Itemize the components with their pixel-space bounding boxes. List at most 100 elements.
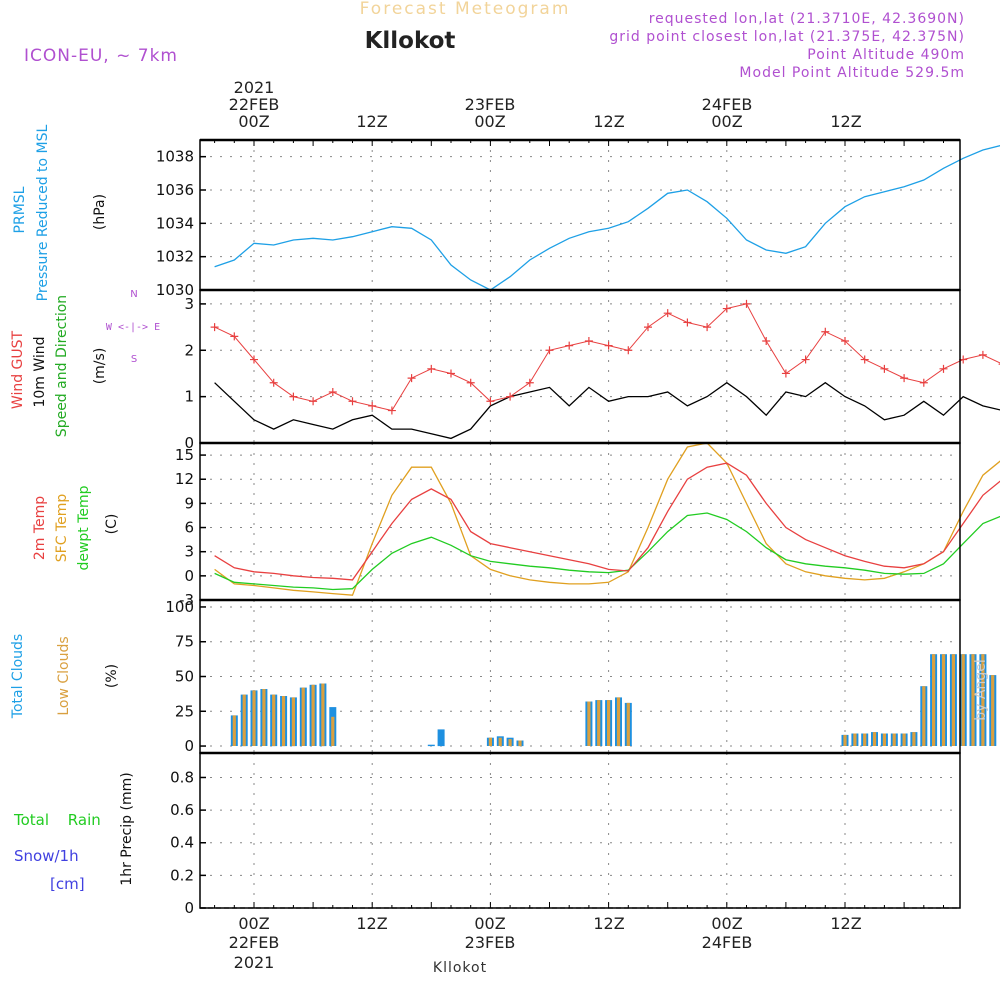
dewpt-series xyxy=(214,512,1000,591)
gust-marker xyxy=(545,346,554,355)
axes-layer: 103010321034103610380123-303691215025507… xyxy=(156,140,960,917)
gust-marker xyxy=(880,364,889,373)
gust-marker xyxy=(801,355,810,364)
gust-marker xyxy=(919,378,928,387)
precip-unit-label: 1hr Precip (mm) xyxy=(119,772,135,885)
bottom-hour-0: 00Z xyxy=(238,914,269,933)
snow-unit-label: [cm] xyxy=(50,875,85,893)
low-cloud-bar xyxy=(291,697,295,747)
low-cloud-bar xyxy=(961,654,965,746)
sfc-temp-series xyxy=(214,442,1000,596)
low-cloud-bar xyxy=(941,654,946,746)
gust-marker xyxy=(427,364,436,373)
data-layer xyxy=(210,144,1000,747)
gust-marker xyxy=(604,341,613,350)
gust-marker xyxy=(900,374,909,383)
gust-marker xyxy=(860,355,869,364)
y-tick-label: -3 xyxy=(179,591,194,609)
panel-frame xyxy=(199,442,961,601)
bottom-hour-1: 12Z xyxy=(356,914,387,933)
compass-n: N xyxy=(130,289,137,300)
point-altitude: Point Altitude 490m xyxy=(807,47,965,63)
top-hour-5: 12Z xyxy=(830,112,861,131)
y-tick-label: 1 xyxy=(184,388,194,406)
low-cloud-bar xyxy=(272,694,276,747)
total-rain-label: Total Rain xyxy=(13,811,101,829)
location-title: Kllokot xyxy=(365,28,456,54)
low-cloud-bar xyxy=(971,654,975,746)
gust-marker xyxy=(387,406,396,415)
wind-10m-label: 10m Wind xyxy=(32,336,48,407)
y-tick-label: 0 xyxy=(184,567,194,585)
gust-marker xyxy=(269,378,278,387)
low-cloud-bar xyxy=(853,733,857,746)
bottom-date-0: 22FEB xyxy=(229,933,280,952)
top-title: Forecast Meteogram xyxy=(360,0,571,19)
footer-location: Kllokot xyxy=(433,960,487,976)
low-cloud-bar xyxy=(508,739,512,747)
bottom-hour-4: 00Z xyxy=(711,914,742,933)
low-cloud-bar xyxy=(488,737,492,746)
clouds-unit-label: (%) xyxy=(104,664,120,688)
gust-marker xyxy=(703,323,712,332)
gust-marker xyxy=(407,374,416,383)
top-hour-1: 12Z xyxy=(356,112,387,131)
gust-marker xyxy=(486,397,495,406)
gust-marker xyxy=(683,318,692,327)
low-cloud-bar xyxy=(587,701,591,746)
y-tick-label: 1038 xyxy=(156,148,194,166)
prmsl-desc-label: Pressure Reduced to MSL xyxy=(35,124,51,301)
y-tick-label: 1030 xyxy=(156,281,194,299)
gust-marker xyxy=(644,323,652,332)
gust-marker xyxy=(250,355,258,364)
dewpt-label: dewpt Temp xyxy=(76,485,92,570)
requested-coords: requested lon,lat (21.3710E, 42.3690N) xyxy=(649,11,965,27)
bottom-date-2: 24FEB xyxy=(702,933,753,952)
y-tick-label: 15 xyxy=(175,446,194,464)
prmsl-unit-label: (hPa) xyxy=(92,194,108,230)
low-cloud-bar xyxy=(892,733,896,746)
low-cloud-bar xyxy=(262,689,266,746)
gust-marker xyxy=(781,369,790,378)
compass-s: S xyxy=(131,354,137,365)
low-cloud-bar xyxy=(281,696,286,747)
gust-marker xyxy=(309,397,318,406)
gust-marker xyxy=(762,337,771,345)
top-date-0: 22FEB xyxy=(229,95,280,114)
low-cloud-bar xyxy=(232,715,236,746)
wind-gust-series xyxy=(214,303,1000,412)
gust-marker xyxy=(525,378,534,387)
low-cloud-bar xyxy=(991,675,995,746)
gust-marker xyxy=(565,341,574,350)
gust-marker xyxy=(506,392,515,401)
snow-label: Snow/1h xyxy=(14,847,79,865)
top-date-2: 24FEB xyxy=(702,95,753,114)
y-tick-label: 1032 xyxy=(156,248,194,266)
y-tick-label: 2 xyxy=(184,341,194,359)
low-cloud-bar xyxy=(626,702,630,746)
low-cloud-bar xyxy=(607,700,611,746)
total-cloud-bar xyxy=(437,729,445,747)
model-label: ICON-EU, ~ 7km xyxy=(24,46,178,66)
y-tick-label: 9 xyxy=(184,494,194,512)
gust-marker xyxy=(841,337,849,345)
model-altitude: Model Point Altitude 529.5m xyxy=(739,65,965,81)
y-tick-label: 0 xyxy=(184,434,194,452)
low-cloud-bar xyxy=(597,700,601,746)
wind-speed-series xyxy=(214,381,1000,440)
top-year: 2021 xyxy=(234,78,275,97)
gust-marker xyxy=(447,369,455,378)
low-cloud-bar xyxy=(843,734,847,746)
top-hour-2: 00Z xyxy=(474,112,505,131)
y-tick-label: 3 xyxy=(184,543,194,561)
y-tick-label: 75 xyxy=(175,633,194,651)
total-cloud-bar xyxy=(427,744,435,747)
y-tick-label: 0 xyxy=(184,737,194,755)
gust-marker xyxy=(663,309,672,318)
top-hour-4: 00Z xyxy=(711,112,742,131)
temp-unit-label: (C) xyxy=(104,514,120,535)
gust-marker xyxy=(584,337,593,345)
y-tick-label: 3 xyxy=(184,295,194,313)
low-cloud-bar xyxy=(882,733,886,746)
wind-gust-label: Wind GUST xyxy=(10,330,26,409)
